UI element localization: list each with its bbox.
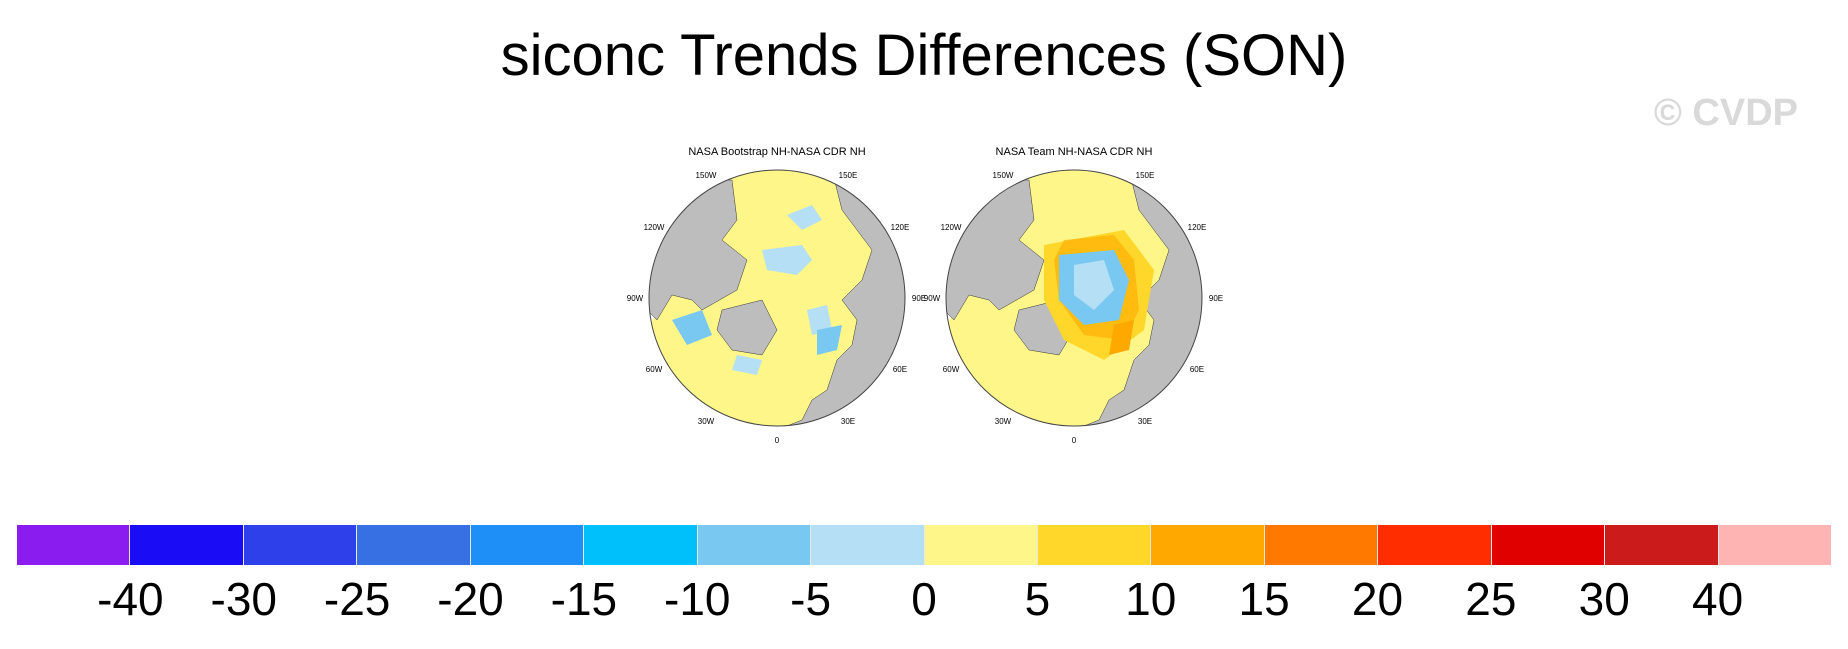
longitude-label: 120W (941, 223, 962, 232)
colorbar-box (924, 525, 1038, 565)
longitude-label: 30E (841, 417, 855, 426)
colorbar-box (1718, 525, 1831, 565)
longitude-label: 30W (995, 417, 1012, 426)
cvdp-watermark: © CVDP (1653, 92, 1798, 134)
longitude-label: 60E (1190, 365, 1204, 374)
longitude-label: 0 (775, 436, 780, 445)
colorbar-box (1151, 525, 1265, 565)
longitude-label: 60W (646, 365, 663, 374)
colorbar-box (470, 525, 585, 565)
longitude-label: 150W (696, 171, 717, 180)
polar-map: 180 150E 120E 90E 60E 30E 0 30W 60W 90W 120W 150W (924, 160, 1223, 445)
colorbar-label: 10 (1125, 573, 1177, 625)
colorbar-box (1037, 525, 1152, 565)
colorbar-box (1378, 525, 1492, 565)
colorbar-label: 5 (1024, 573, 1051, 625)
panel-title: NASA Bootstrap NH-NASA CDR NH (688, 146, 866, 158)
colorbar-box (811, 525, 925, 565)
panel-title: NASA Team NH-NASA CDR NH (995, 146, 1153, 158)
colorbar-label: 0 (911, 573, 937, 625)
colorbar-label: 15 (1238, 573, 1290, 625)
longitude-label: 120E (1188, 223, 1207, 232)
map-panel-team: NASA Team NH-NASA CDR NH 180 150E 120E 90E 6… (924, 140, 1224, 450)
longitude-label: 30W (698, 417, 715, 426)
longitude-label: 180 (770, 160, 784, 161)
colorbar-label: -10 (664, 573, 731, 625)
colorbar-label: -30 (210, 573, 277, 625)
colorbar-label: 25 (1465, 573, 1517, 625)
longitude-label: 30E (1138, 417, 1152, 426)
colorbar-box (1264, 525, 1379, 565)
colorbar-label: -20 (437, 573, 504, 625)
colorbar-box (130, 525, 244, 565)
longitude-label: 60E (893, 365, 907, 374)
colorbar-labels: -40 -30 -25 -20 -15 -10 -5 0 5 10 15 20 25 30 40 (0, 572, 1848, 632)
colorbar-box (1491, 525, 1606, 565)
longitude-label: 120W (644, 223, 665, 232)
colorbar-label: 20 (1351, 573, 1404, 625)
longitude-label: 90E (1209, 294, 1223, 303)
colorbar-label: -40 (97, 573, 164, 625)
longitude-label: 150W (993, 171, 1014, 180)
colorbar-label: -25 (323, 573, 391, 625)
colorbar-label: -15 (550, 573, 618, 625)
longitude-label: 90E (912, 294, 926, 303)
colorbar-box (1605, 525, 1719, 565)
figure-title: siconc Trends Differences (SON) (500, 23, 1348, 88)
colorbar-box (584, 525, 698, 565)
longitude-label: 60W (943, 365, 960, 374)
longitude-label: 150E (1136, 171, 1155, 180)
colorbar-label: 40 (1692, 573, 1744, 625)
longitude-label: 120E (891, 223, 910, 232)
colorbar-box (17, 525, 131, 565)
polar-map: 180 150E 120E 90E 60E 30E 0 30W 60W 90W 120W 150W (627, 160, 926, 445)
longitude-label: 180 (1067, 160, 1081, 161)
colorbar-label: 30 (1578, 573, 1630, 625)
longitude-label: 150E (839, 171, 858, 180)
colorbar-label: -5 (790, 573, 832, 625)
map-panel-bootstrap: NASA Bootstrap NH-NASA CDR NH 180 150E 120… (627, 140, 927, 450)
longitude-label: 90W (924, 294, 941, 303)
colorbar-box (357, 525, 471, 565)
colorbar-box (243, 525, 358, 565)
longitude-label: 0 (1072, 436, 1077, 445)
colorbar-box (697, 525, 812, 565)
longitude-label: 90W (627, 294, 644, 303)
colorbar (17, 525, 1831, 567)
